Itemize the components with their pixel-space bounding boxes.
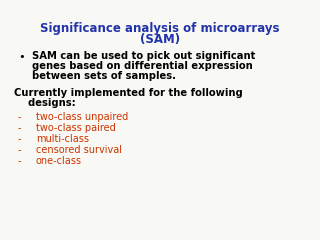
Text: •: • bbox=[18, 52, 25, 62]
Text: Currently implemented for the following: Currently implemented for the following bbox=[14, 88, 243, 98]
Text: -: - bbox=[18, 156, 21, 166]
Text: SAM can be used to pick out significant: SAM can be used to pick out significant bbox=[32, 51, 255, 61]
Text: censored survival: censored survival bbox=[36, 145, 122, 155]
Text: multi-class: multi-class bbox=[36, 134, 89, 144]
Text: two-class paired: two-class paired bbox=[36, 123, 116, 133]
Text: Significance analysis of microarrays: Significance analysis of microarrays bbox=[40, 22, 280, 35]
Text: designs:: designs: bbox=[14, 98, 76, 108]
Text: -: - bbox=[18, 112, 21, 122]
Text: -: - bbox=[18, 145, 21, 155]
Text: -: - bbox=[18, 134, 21, 144]
Text: two-class unpaired: two-class unpaired bbox=[36, 112, 128, 122]
Text: (SAM): (SAM) bbox=[140, 33, 180, 46]
Text: genes based on differential expression: genes based on differential expression bbox=[32, 61, 253, 71]
Text: between sets of samples.: between sets of samples. bbox=[32, 71, 176, 81]
Text: -: - bbox=[18, 123, 21, 133]
Text: one-class: one-class bbox=[36, 156, 82, 166]
